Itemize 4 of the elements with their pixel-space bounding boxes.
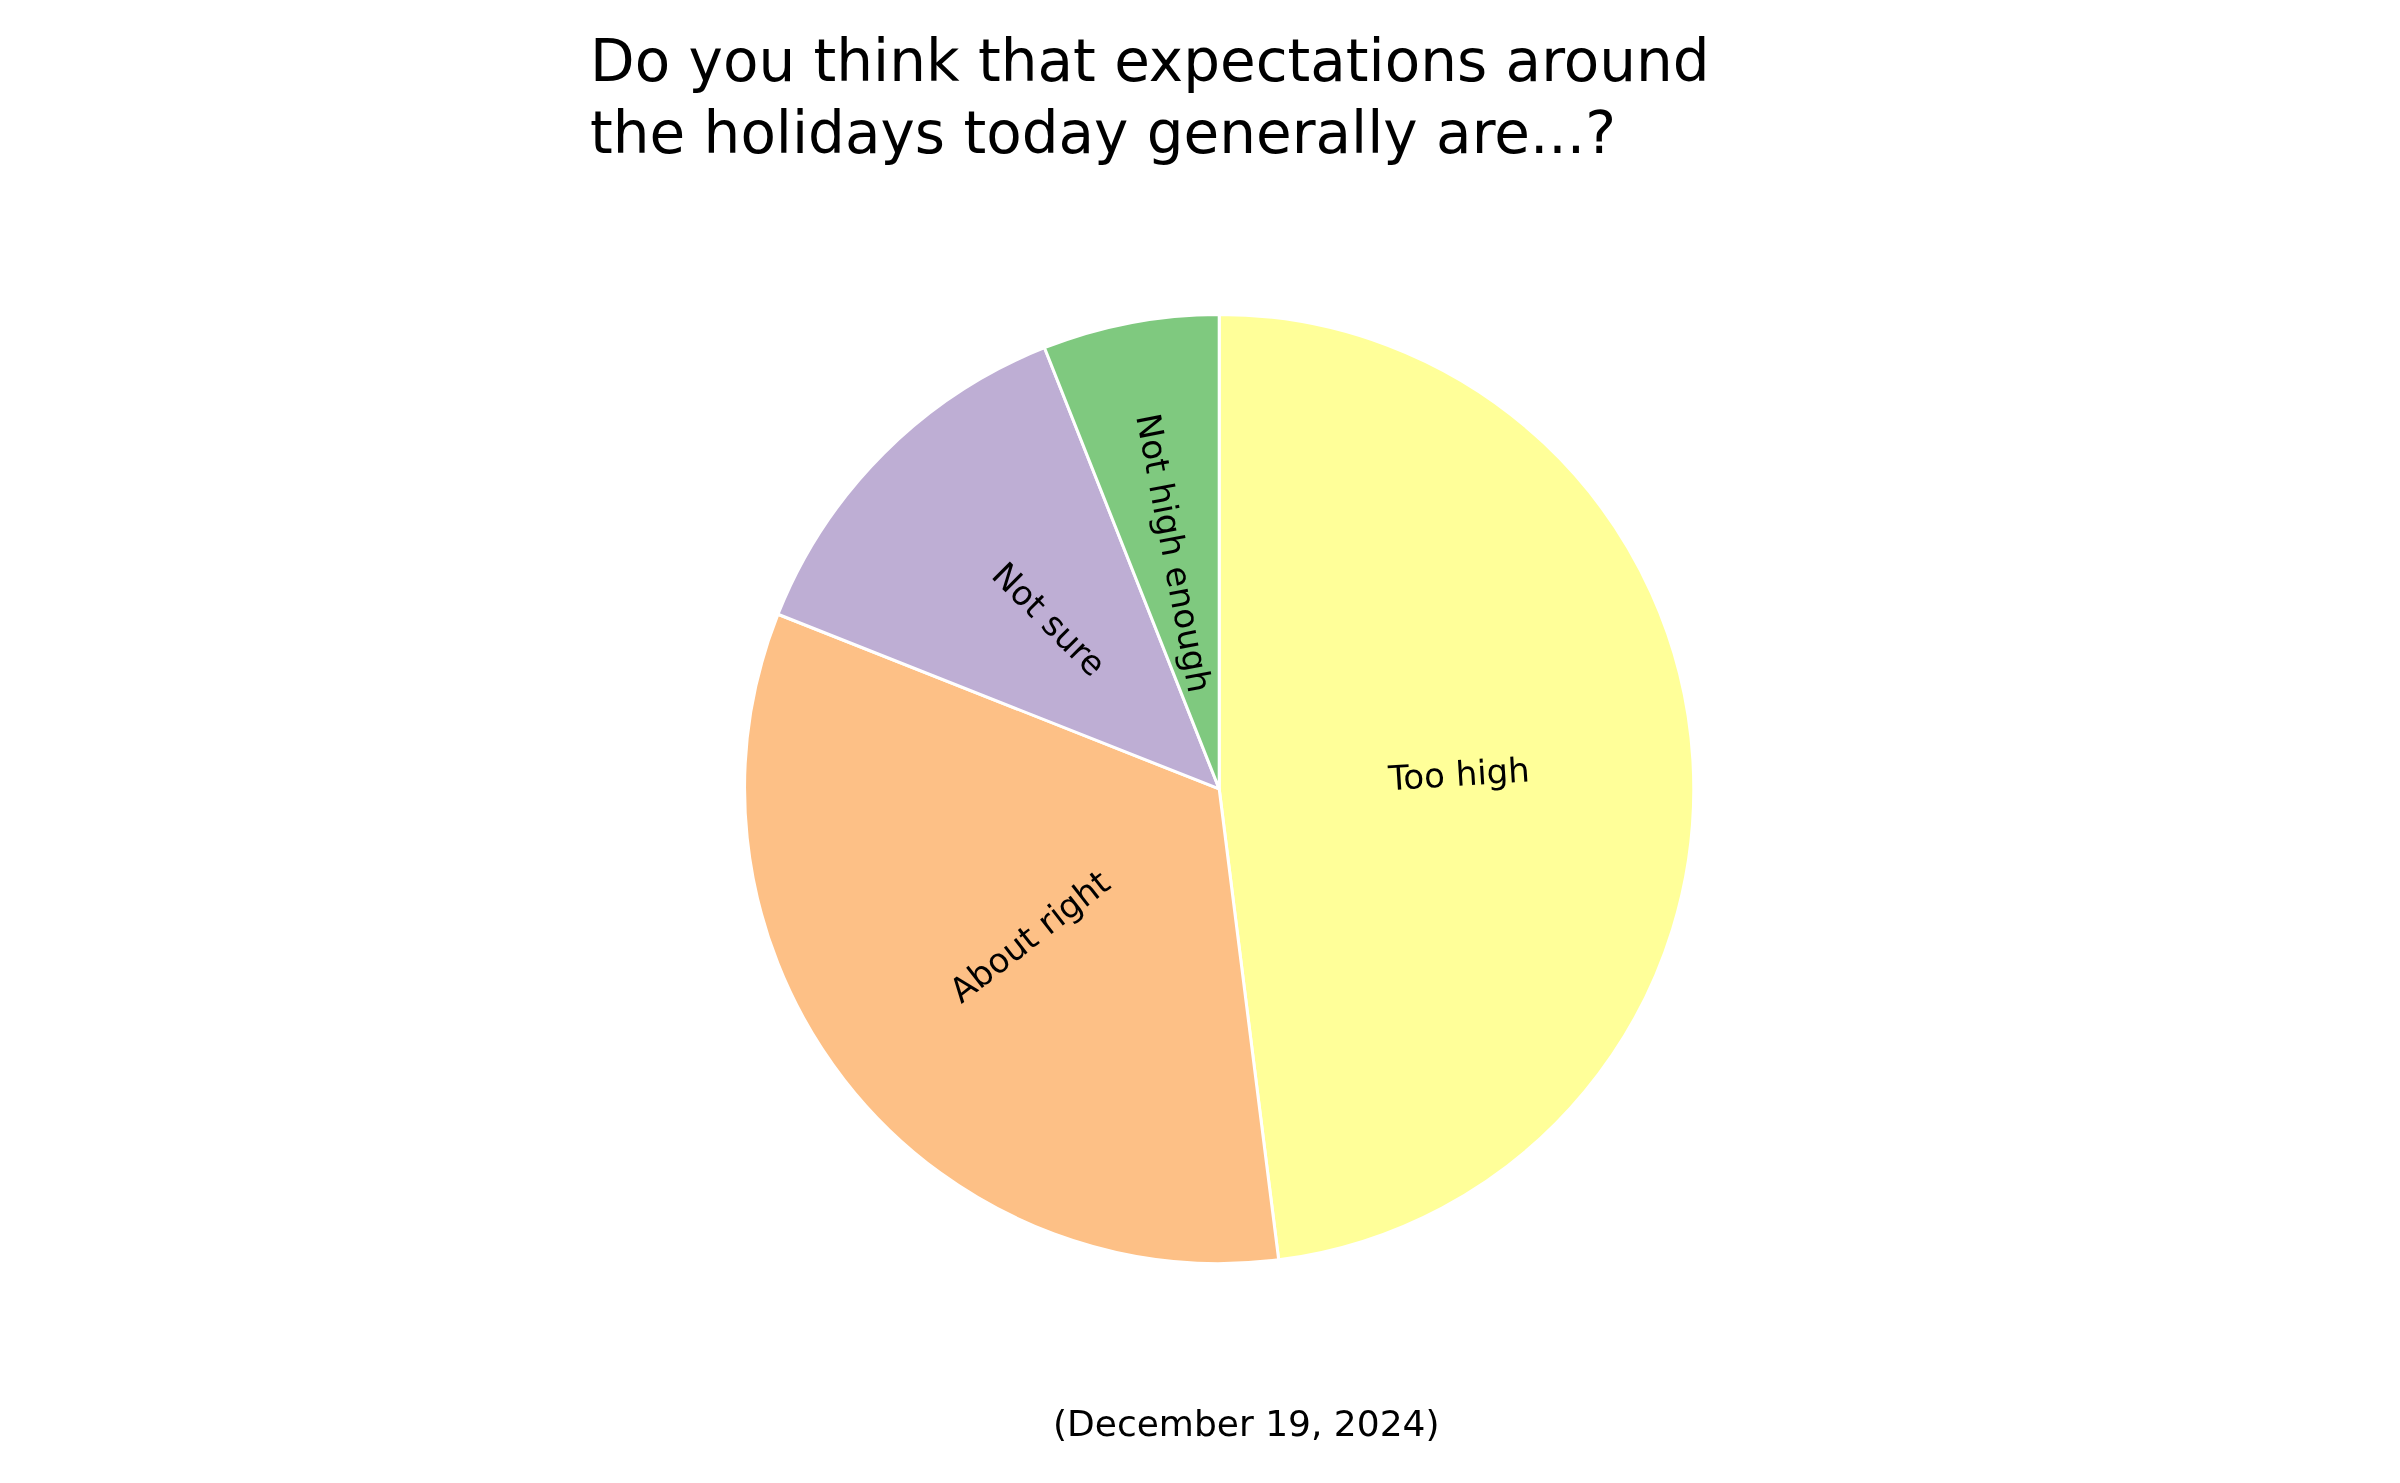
chart-title: Do you think that expectations around the holidays today generally are...? <box>590 27 1710 167</box>
slice-label: Not high enough <box>1128 410 1221 696</box>
slice-label: Too high <box>1386 749 1531 799</box>
text: (December 19, 2024) <box>1053 1402 1440 1444</box>
